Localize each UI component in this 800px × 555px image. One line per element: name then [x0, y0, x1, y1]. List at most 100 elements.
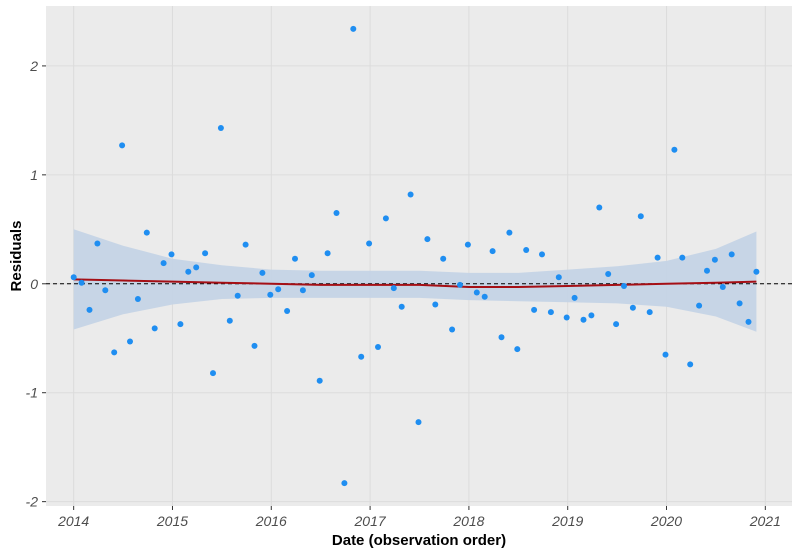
data-point: [202, 250, 209, 257]
data-point: [498, 334, 505, 341]
data-point: [613, 321, 620, 328]
y-tick-label: 1: [30, 167, 38, 183]
data-point: [341, 480, 348, 487]
data-point: [185, 268, 192, 275]
data-point: [539, 251, 545, 258]
data-point: [547, 309, 554, 316]
y-axis-ticks: -2 -1 0 1 2: [26, 58, 46, 510]
data-point: [333, 210, 340, 216]
data-point: [292, 255, 298, 262]
data-point: [160, 260, 167, 267]
y-tick-label: 0: [30, 276, 38, 292]
data-point: [398, 303, 405, 310]
data-point: [324, 250, 331, 257]
data-point: [596, 204, 603, 211]
data-point: [358, 353, 365, 360]
data-point: [753, 268, 760, 275]
data-point: [629, 304, 636, 311]
data-point: [407, 191, 414, 198]
data-point: [671, 146, 678, 153]
data-point: [366, 240, 373, 247]
x-tick-label: 2019: [551, 513, 583, 529]
data-point: [637, 213, 644, 220]
data-point: [316, 377, 323, 384]
data-point: [275, 286, 282, 293]
data-point: [267, 291, 274, 298]
data-point: [432, 301, 439, 308]
confidence-band: [73, 229, 757, 332]
data-point: [563, 314, 570, 321]
x-tick-label: 2016: [255, 513, 287, 529]
data-point: [168, 251, 175, 258]
data-point: [506, 229, 513, 236]
data-point: [745, 318, 752, 325]
x-tick-label: 2015: [156, 513, 188, 529]
data-point: [588, 312, 595, 319]
data-point: [375, 344, 381, 350]
data-point: [143, 229, 150, 236]
data-point: [70, 274, 77, 281]
data-point: [151, 325, 158, 332]
data-point: [217, 125, 224, 131]
data-point: [464, 241, 471, 248]
x-tick-label: 2020: [650, 513, 682, 529]
data-point: [259, 269, 266, 276]
data-point: [78, 279, 85, 286]
data-point: [415, 419, 422, 426]
data-point: [177, 321, 184, 328]
data-point: [481, 293, 488, 300]
data-point: [350, 25, 357, 32]
data-point: [382, 215, 389, 222]
data-point: [424, 236, 431, 243]
data-point: [687, 361, 694, 368]
data-point: [251, 342, 258, 349]
data-point: [94, 240, 101, 247]
data-point: [210, 370, 216, 377]
data-point: [580, 316, 587, 323]
data-point: [234, 292, 241, 299]
data-point: [621, 283, 627, 289]
data-point: [662, 351, 669, 358]
y-tick-label: -1: [26, 385, 38, 401]
y-tick-label: 2: [29, 58, 38, 74]
data-point: [134, 296, 141, 302]
data-point: [736, 300, 743, 307]
residual-points: [70, 25, 760, 487]
data-point: [119, 142, 126, 149]
smooth-trend-line: [73, 278, 757, 288]
data-point: [102, 287, 109, 294]
x-axis-title: Date (observation order): [332, 532, 506, 549]
data-point: [728, 251, 735, 258]
x-tick-label: 2014: [57, 513, 89, 529]
data-point: [605, 271, 612, 277]
data-point: [696, 302, 703, 309]
data-point: [226, 317, 233, 324]
data-point: [719, 284, 726, 290]
data-point: [86, 306, 93, 313]
data-point: [489, 248, 496, 255]
data-point: [449, 326, 456, 333]
data-point: [646, 309, 653, 316]
data-point: [308, 272, 315, 279]
x-tick-label: 2017: [354, 513, 387, 529]
data-point: [523, 247, 530, 253]
data-point: [390, 285, 397, 292]
data-point: [193, 264, 200, 271]
data-point: [284, 308, 291, 314]
data-point: [242, 241, 249, 248]
data-point: [571, 294, 578, 301]
data-point: [531, 306, 538, 313]
data-point: [555, 274, 562, 281]
x-tick-label: 2021: [749, 513, 781, 529]
data-point: [654, 254, 661, 261]
data-point: [111, 349, 118, 356]
data-point: [679, 254, 686, 261]
x-tick-label: 2018: [452, 513, 484, 529]
data-point: [473, 289, 480, 296]
data-point: [440, 255, 447, 262]
y-axis-title: Residuals: [8, 221, 25, 292]
data-point: [514, 346, 521, 353]
x-axis-ticks: 2014 2015 2016 2017 2018 2019 2020 2021: [57, 506, 781, 529]
data-point: [299, 287, 306, 294]
